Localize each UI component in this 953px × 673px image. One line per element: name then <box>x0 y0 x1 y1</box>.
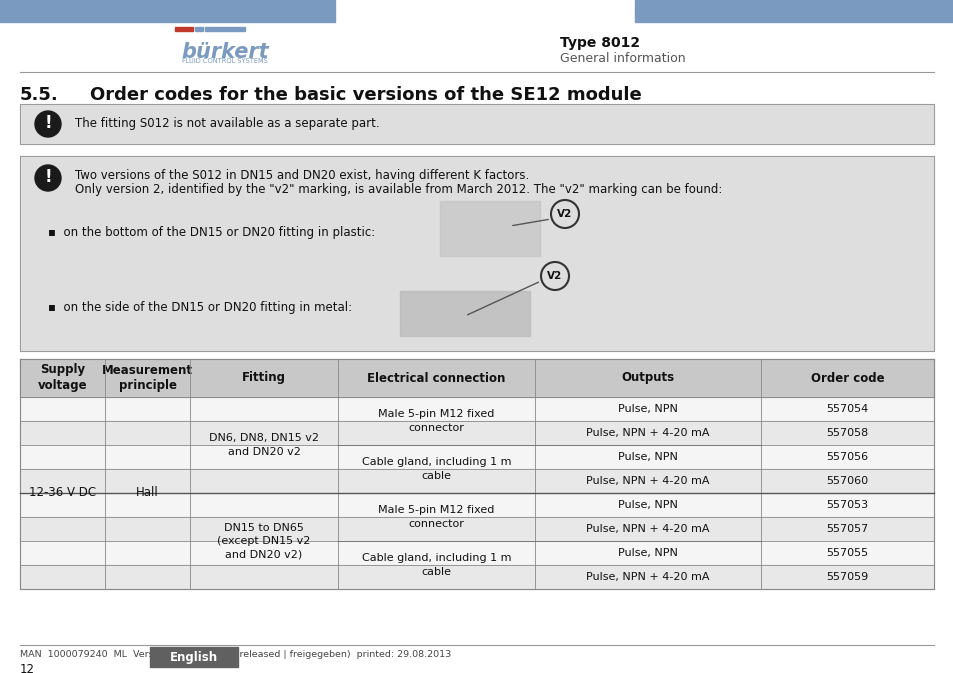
Bar <box>635 0 953 22</box>
Text: The fitting S012 is not available as a separate part.: The fitting S012 is not available as a s… <box>75 116 379 129</box>
Text: Pulse, NPN + 4-20 mA: Pulse, NPN + 4-20 mA <box>585 428 709 438</box>
Bar <box>20 445 933 469</box>
Text: Pulse, NPN + 4-20 mA: Pulse, NPN + 4-20 mA <box>585 476 709 486</box>
Bar <box>20 156 933 351</box>
Text: !: ! <box>44 114 51 132</box>
Circle shape <box>35 111 61 137</box>
Text: !: ! <box>44 168 51 186</box>
Bar <box>174 27 193 31</box>
Bar <box>20 541 933 565</box>
Text: Two versions of the S012 in DN15 and DN20 exist, having different K factors.: Two versions of the S012 in DN15 and DN2… <box>75 169 529 182</box>
Text: 12: 12 <box>20 663 35 673</box>
Text: ▪  on the side of the DN15 or DN20 fitting in metal:: ▪ on the side of the DN15 or DN20 fittin… <box>48 301 352 314</box>
Bar <box>194 27 203 31</box>
Text: Male 5-pin M12 fixed
connector: Male 5-pin M12 fixed connector <box>377 505 494 528</box>
Text: Hall: Hall <box>136 487 159 499</box>
Text: 5.5.: 5.5. <box>20 86 59 104</box>
Text: Order code: Order code <box>810 371 883 384</box>
Text: Type 8012: Type 8012 <box>559 36 639 50</box>
Bar <box>20 469 933 493</box>
Text: DN6, DN8, DN15 v2
and DN20 v2: DN6, DN8, DN15 v2 and DN20 v2 <box>209 433 318 456</box>
Text: 557059: 557059 <box>825 572 868 582</box>
Bar <box>20 517 933 541</box>
Text: 557056: 557056 <box>825 452 868 462</box>
Text: MAN  1000079240  ML  Version: G Status: BL (released | freigegeben)  printed: 29: MAN 1000079240 ML Version: G Status: BL … <box>20 650 451 659</box>
Bar <box>20 421 933 445</box>
Text: 557057: 557057 <box>825 524 868 534</box>
Text: Supply
voltage: Supply voltage <box>38 363 88 392</box>
Bar <box>150 647 237 667</box>
Bar <box>20 397 933 421</box>
Text: Measurement
principle: Measurement principle <box>102 363 193 392</box>
Text: Pulse, NPN + 4-20 mA: Pulse, NPN + 4-20 mA <box>585 524 709 534</box>
Bar <box>205 27 245 31</box>
Text: Pulse, NPN: Pulse, NPN <box>618 548 678 558</box>
Text: 557060: 557060 <box>825 476 868 486</box>
Text: Male 5-pin M12 fixed
connector: Male 5-pin M12 fixed connector <box>377 409 494 433</box>
Bar <box>20 104 933 144</box>
Text: 557058: 557058 <box>825 428 868 438</box>
Text: FLUID CONTROL SYSTEMS: FLUID CONTROL SYSTEMS <box>182 58 268 64</box>
Bar <box>439 201 539 256</box>
Text: bürkert: bürkert <box>181 42 269 62</box>
Text: Pulse, NPN: Pulse, NPN <box>618 452 678 462</box>
Text: General information: General information <box>559 52 685 65</box>
Text: Outputs: Outputs <box>620 371 674 384</box>
Text: 557053: 557053 <box>825 500 868 510</box>
Bar <box>0 0 335 22</box>
Bar <box>20 493 933 517</box>
Text: V2: V2 <box>557 209 572 219</box>
Text: Cable gland, including 1 m
cable: Cable gland, including 1 m cable <box>361 553 511 577</box>
Text: Electrical connection: Electrical connection <box>367 371 505 384</box>
Text: Fitting: Fitting <box>242 371 286 384</box>
Text: Only version 2, identified by the "v2" marking, is available from March 2012. Th: Only version 2, identified by the "v2" m… <box>75 183 721 196</box>
Text: Cable gland, including 1 m
cable: Cable gland, including 1 m cable <box>361 458 511 481</box>
Text: Pulse, NPN + 4-20 mA: Pulse, NPN + 4-20 mA <box>585 572 709 582</box>
Bar <box>20 359 933 397</box>
Text: Pulse, NPN: Pulse, NPN <box>618 404 678 414</box>
Text: 12-36 V DC: 12-36 V DC <box>29 487 96 499</box>
Text: Order codes for the basic versions of the SE12 module: Order codes for the basic versions of th… <box>90 86 641 104</box>
Text: 557055: 557055 <box>825 548 868 558</box>
Bar <box>20 565 933 589</box>
Circle shape <box>35 165 61 191</box>
Text: English: English <box>170 651 218 664</box>
Text: 557054: 557054 <box>825 404 868 414</box>
Text: Pulse, NPN: Pulse, NPN <box>618 500 678 510</box>
Text: V2: V2 <box>547 271 562 281</box>
Bar <box>399 291 530 336</box>
Text: ▪  on the bottom of the DN15 or DN20 fitting in plastic:: ▪ on the bottom of the DN15 or DN20 fitt… <box>48 226 375 239</box>
Text: DN15 to DN65
(except DN15 v2
and DN20 v2): DN15 to DN65 (except DN15 v2 and DN20 v2… <box>217 523 311 559</box>
